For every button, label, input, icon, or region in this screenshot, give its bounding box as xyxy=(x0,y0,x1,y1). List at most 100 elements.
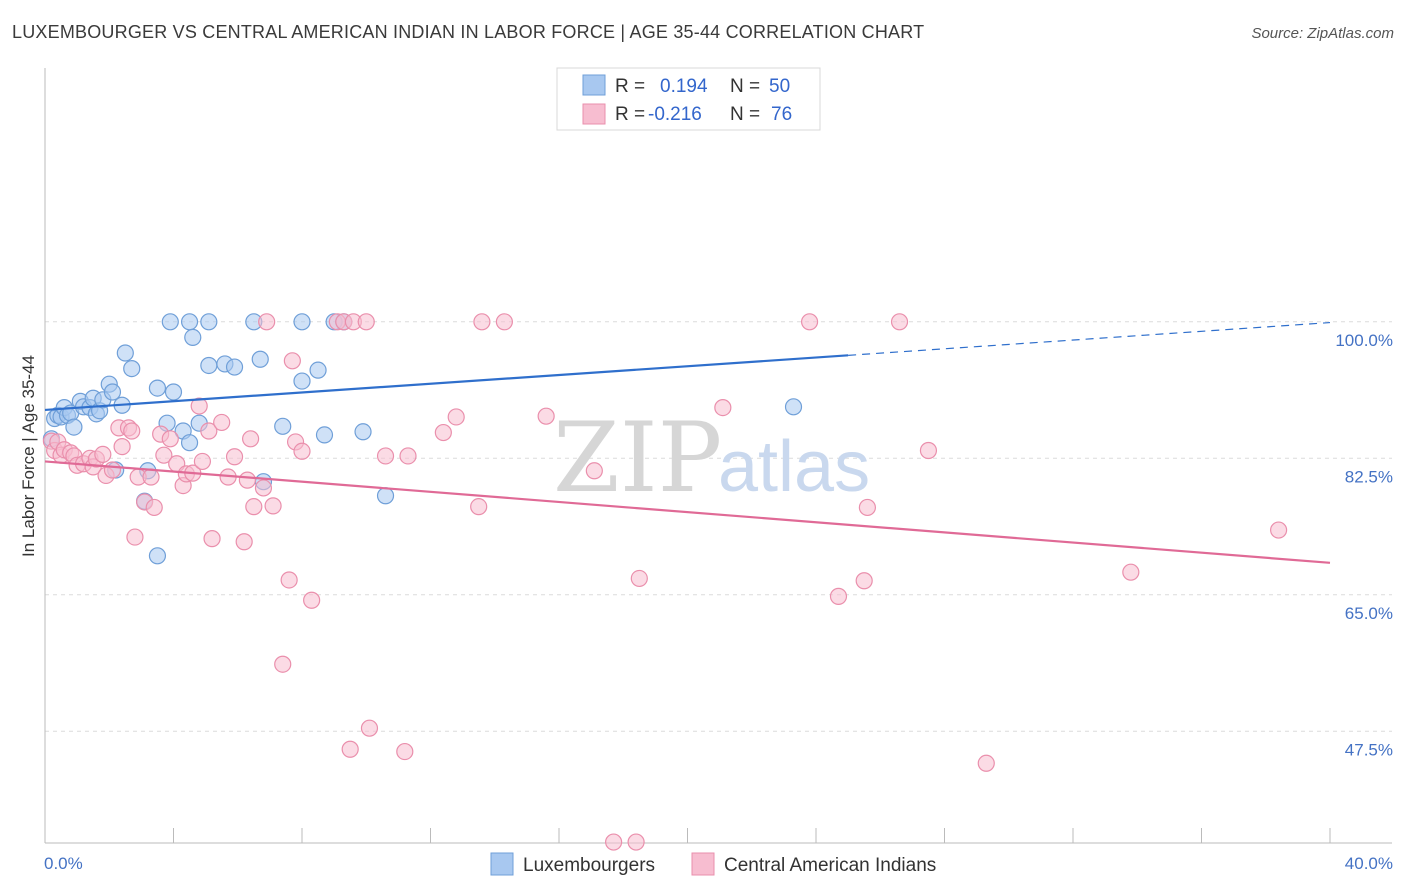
point-series2-36 xyxy=(225,448,244,466)
point-series2-62 xyxy=(495,313,513,331)
point-series1-40 xyxy=(293,313,311,331)
trend-line-series1 xyxy=(44,354,849,412)
point-series1-21 xyxy=(148,379,167,397)
trend-line-extension-series1 xyxy=(848,321,1331,356)
chart-source: Source: ZipAtlas.com xyxy=(1251,25,1394,42)
point-series1-7 xyxy=(65,418,83,436)
point-series2-51 xyxy=(357,313,375,331)
point-series2-32 xyxy=(200,422,218,440)
point-series1-27 xyxy=(180,313,199,331)
stats-legend: R = 0.194 N = 50 R = -0.216 N = 76 xyxy=(556,67,821,131)
legend-r-value-1: 0.194 xyxy=(660,76,708,97)
point-series2-52 xyxy=(274,655,292,673)
bottom-legend-swatch-central-american-indians xyxy=(691,852,715,876)
point-series2-74 xyxy=(977,754,995,772)
bottom-legend-label-central-american-indians: Central American Indians xyxy=(724,855,936,876)
point-series2-59 xyxy=(447,408,465,426)
y-tick-label-3: 47.5% xyxy=(1345,740,1393,759)
point-series2-75 xyxy=(1122,563,1140,581)
legend-r-value-2: -0.216 xyxy=(648,104,702,125)
point-series2-47 xyxy=(303,591,321,609)
axes xyxy=(44,68,1392,844)
series-legend: Luxembourgers Central American Indians xyxy=(490,852,936,876)
point-series1-31 xyxy=(200,356,218,375)
point-series2-60 xyxy=(470,498,488,516)
point-series2-54 xyxy=(360,719,379,737)
point-series2-38 xyxy=(238,471,256,489)
point-series1-19 xyxy=(123,360,141,378)
point-series2-16 xyxy=(113,438,131,456)
y-tick-label-0: 100.0% xyxy=(1335,331,1393,350)
point-series2-61 xyxy=(473,313,491,331)
point-series1-46 xyxy=(376,487,395,505)
y-axis-label: In Labor Force | Age 35-44 xyxy=(19,355,38,557)
bottom-legend-swatch-luxembourgers xyxy=(490,852,514,876)
point-series1-28 xyxy=(180,434,199,452)
legend-r-label-1: R = xyxy=(615,76,645,97)
legend-n-label-1: N = xyxy=(730,76,760,97)
x-tick-label-0: 0.0% xyxy=(44,854,83,873)
y-tick-label-1: 82.5% xyxy=(1345,467,1393,486)
legend-swatch-central-american-indians xyxy=(582,103,606,125)
point-series2-65 xyxy=(605,833,623,851)
point-series2-67 xyxy=(630,569,648,588)
point-series2-43 xyxy=(280,571,298,589)
point-series1-42 xyxy=(315,426,334,444)
point-series1-49 xyxy=(784,398,803,416)
point-series2-69 xyxy=(800,313,819,331)
point-series2-41 xyxy=(254,479,273,497)
point-series2-72 xyxy=(858,498,877,517)
point-series2-44 xyxy=(283,352,301,370)
point-series2-25 xyxy=(161,430,179,448)
legend-n-value-1: 50 xyxy=(769,76,790,97)
point-series2-66 xyxy=(627,833,645,851)
point-series1-24 xyxy=(161,313,179,331)
legend-r-label-2: R = xyxy=(615,104,645,125)
legend-n-label-2: N = xyxy=(730,104,760,125)
point-series1-16 xyxy=(103,383,122,401)
point-series2-73 xyxy=(919,441,938,460)
watermark-atlas: atlas xyxy=(718,427,870,507)
point-series1-41 xyxy=(309,361,327,379)
point-series2-63 xyxy=(537,407,555,425)
point-series2-64 xyxy=(585,462,603,480)
point-series2-53 xyxy=(341,740,359,758)
point-series2-30 xyxy=(190,397,208,415)
point-series1-45 xyxy=(354,423,372,441)
point-series2-24 xyxy=(155,446,173,464)
legend-n-value-2: 76 xyxy=(771,104,792,125)
point-series2-57 xyxy=(399,447,417,465)
x-tick-labels: 0.0% 40.0% xyxy=(44,854,1393,873)
point-series2-31 xyxy=(193,452,212,471)
bottom-legend-label-luxembourgers: Luxembourgers xyxy=(523,855,655,876)
point-series2-71 xyxy=(855,572,873,590)
point-series2-34 xyxy=(213,413,231,432)
point-series2-76 xyxy=(1269,521,1288,539)
point-series2-37 xyxy=(235,533,253,551)
point-series2-33 xyxy=(203,530,221,548)
watermark-zip: ZIP xyxy=(553,402,722,514)
point-series2-18 xyxy=(126,528,144,546)
y-tick-labels: 100.0% 82.5% 65.0% 47.5% xyxy=(1335,331,1393,760)
point-series2-39 xyxy=(242,430,260,448)
point-series1-34 xyxy=(225,358,244,376)
point-series1-22 xyxy=(148,547,167,565)
trend-lines xyxy=(44,321,1331,564)
point-series2-68 xyxy=(714,399,732,417)
data-points xyxy=(42,313,1288,851)
point-series2-79 xyxy=(123,422,141,440)
point-series2-21 xyxy=(142,468,160,486)
point-series1-29 xyxy=(184,328,202,346)
point-series1-36 xyxy=(251,350,269,368)
point-series1-39 xyxy=(293,372,311,390)
point-series2-78 xyxy=(258,313,276,331)
point-series2-46 xyxy=(293,442,311,460)
x-tick-label-1: 40.0% xyxy=(1345,854,1393,873)
point-series2-42 xyxy=(264,497,282,515)
chart-title: LUXEMBOURGER VS CENTRAL AMERICAN INDIAN … xyxy=(12,22,925,42)
point-series2-58 xyxy=(434,423,452,442)
point-series2-70 xyxy=(829,587,848,605)
point-series2-12 xyxy=(94,445,112,463)
point-series2-14 xyxy=(103,461,122,479)
